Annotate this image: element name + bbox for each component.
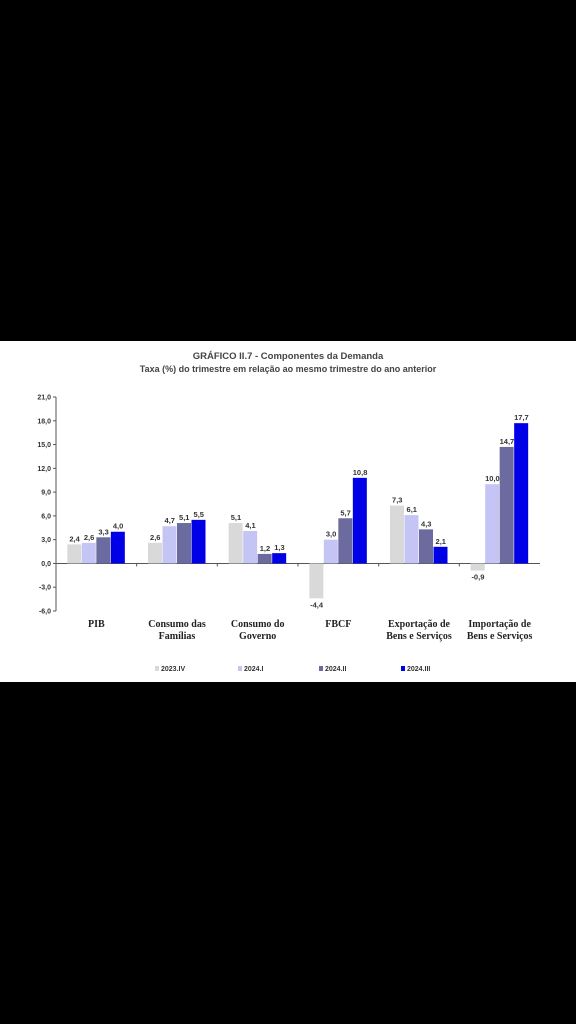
data-label: -0,9 (471, 573, 484, 582)
bar (419, 529, 433, 564)
legend-swatch (155, 666, 159, 671)
bar (309, 563, 324, 599)
chart-subtitle: Taxa (%) do trimestre em relação ao mesm… (139, 364, 437, 374)
bar (96, 537, 111, 564)
data-label: 4,7 (165, 516, 175, 525)
category-label: Famílias (159, 631, 196, 642)
data-label: 4,0 (113, 522, 123, 531)
data-label: 2,6 (84, 533, 94, 542)
legend-swatch (319, 666, 323, 671)
bar (243, 530, 258, 564)
y-tick-label: 12,0 (37, 466, 51, 473)
data-label: 17,7 (514, 413, 529, 422)
data-label: 3,3 (98, 527, 108, 536)
bar (67, 544, 82, 564)
y-tick-label: 9,0 (41, 490, 51, 497)
chart-title: GRÁFICO II.7 - Componentes da Demanda (192, 351, 384, 362)
y-tick-label: -3,0 (39, 585, 51, 592)
bar (499, 446, 514, 564)
legend-label: 2023.IV (161, 666, 185, 673)
data-label: 5,5 (194, 510, 204, 519)
bar (352, 477, 367, 564)
data-label: -4,4 (310, 600, 324, 609)
data-label: 5,7 (340, 508, 350, 517)
bar (191, 519, 206, 564)
data-label: 5,1 (179, 513, 189, 522)
category-label: FBCF (325, 619, 351, 630)
category-label: Consumo das (148, 619, 206, 630)
y-tick-label: 0,0 (41, 561, 51, 568)
bar (433, 546, 448, 564)
legend-label: 2024.III (407, 666, 430, 673)
bar (177, 523, 191, 564)
legend-label: 2024.II (325, 666, 346, 673)
bar (81, 542, 96, 564)
data-label: 2,6 (150, 533, 160, 542)
category-label: Exportação de (388, 619, 451, 630)
y-tick-label: -6,0 (39, 609, 51, 616)
bar (485, 484, 500, 564)
legend-label: 2024.I (244, 666, 264, 673)
bar (257, 553, 272, 564)
y-tick-label: 18,0 (37, 418, 51, 425)
bar (323, 539, 338, 564)
bar (110, 531, 125, 564)
y-tick-label: 6,0 (41, 513, 51, 520)
bar (514, 423, 529, 564)
bar (404, 515, 419, 564)
y-tick-label: 3,0 (41, 537, 51, 544)
data-label: 4,3 (421, 519, 431, 528)
data-label: 1,2 (260, 544, 270, 553)
legend-swatch (238, 666, 242, 671)
bar-chart: -6,0 -3,0 0,0 3,0 6,0 9,0 12,0 15,0 18,0 21,0 2,4 2… (37, 395, 540, 673)
data-label: 1,3 (274, 543, 284, 552)
data-label: 3,0 (326, 530, 336, 539)
category-label: Bens e Serviços (467, 631, 533, 642)
data-label: 2,4 (69, 534, 80, 543)
legend-swatch (401, 666, 405, 671)
data-label: 6,1 (407, 505, 417, 514)
bar (338, 518, 353, 564)
y-tick-label: 15,0 (37, 442, 51, 449)
category-label: Consumo do (231, 619, 285, 630)
bar (470, 563, 485, 571)
bar (228, 523, 243, 564)
data-label: 10,8 (353, 468, 368, 477)
chart-card: GRÁFICO II.7 - Componentes da Demanda Ta… (0, 341, 576, 682)
bar (390, 505, 404, 564)
data-label: 10,0 (485, 474, 500, 483)
category-label: Bens e Serviços (386, 631, 452, 642)
data-label: 5,1 (231, 513, 241, 522)
data-label: 4,1 (245, 521, 255, 530)
category-label: Governo (239, 631, 276, 642)
bar (272, 553, 287, 564)
data-label: 2,1 (436, 537, 446, 546)
data-label: 7,3 (392, 496, 402, 505)
bar (162, 526, 177, 564)
bar (148, 542, 162, 564)
category-label: PIB (88, 619, 105, 630)
category-label: Importação de (468, 619, 531, 630)
y-tick-label: 21,0 (37, 395, 51, 402)
data-label: 14,7 (500, 437, 515, 446)
